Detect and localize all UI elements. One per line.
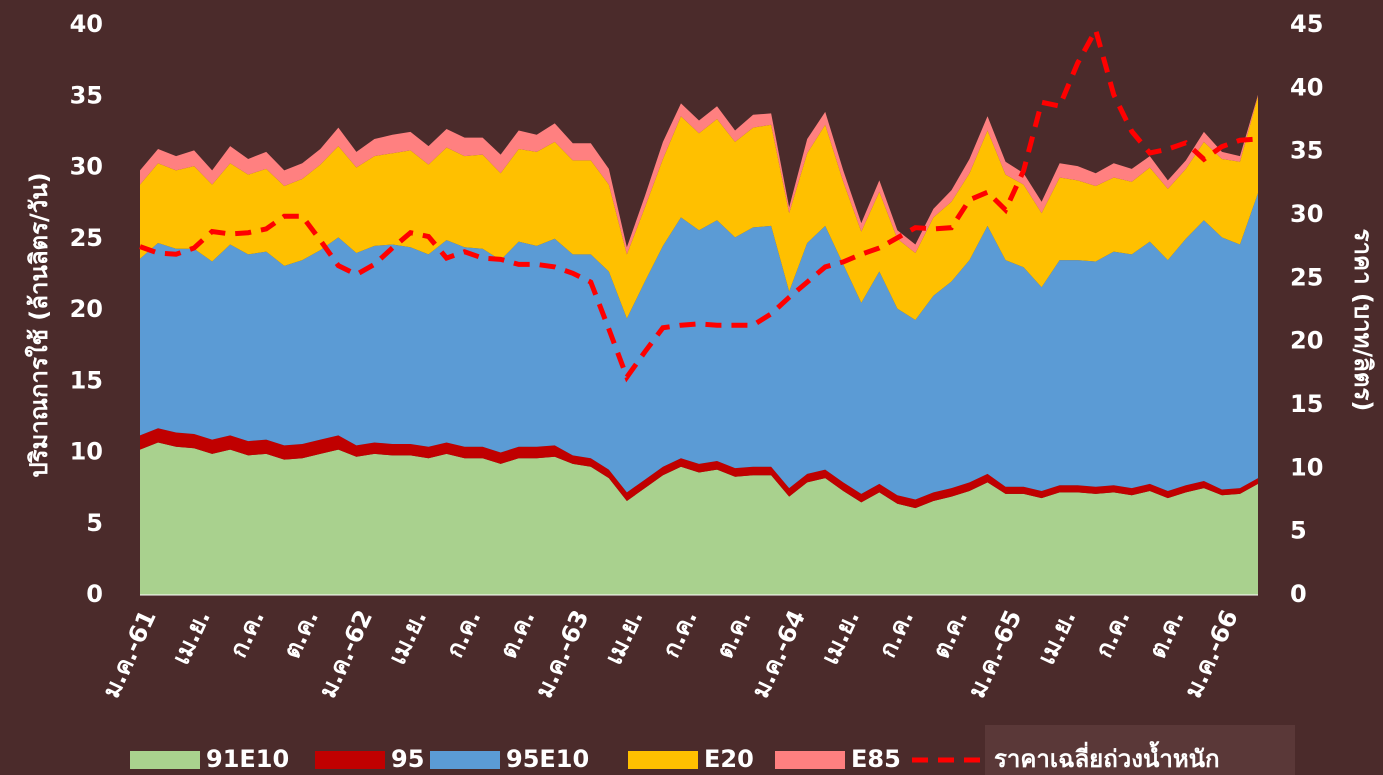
legend-swatch: [130, 751, 200, 769]
y2-tick-label: 30: [1290, 200, 1323, 228]
x-tick-label: ต.ค.: [494, 606, 540, 663]
y2-tick-label: 35: [1290, 137, 1323, 165]
x-tick-label: ก.ค.: [657, 606, 703, 662]
area-series: [140, 428, 1258, 509]
y-tick-label: 5: [86, 509, 103, 537]
price-line: [139, 23, 1259, 383]
legend-swatch: [775, 751, 845, 769]
y-tick-label: 35: [70, 81, 103, 109]
y2-tick-label: 20: [1290, 327, 1323, 355]
x-tick-label: ม.ค.-63: [530, 606, 595, 703]
x-tick-label: ม.ค.-65: [962, 606, 1027, 703]
x-tick-label: ก.ค.: [873, 606, 919, 662]
legend-swatch: [315, 751, 385, 769]
x-tick-label: ต.ค.: [1143, 606, 1189, 663]
y-axis-title: ปริมาณการใช้ (ล้านลิตร/วัน): [24, 172, 53, 477]
y2-tick-label: 0: [1290, 580, 1307, 608]
x-tick-label: เม.ย.: [383, 606, 432, 669]
area-series: [140, 94, 1258, 255]
x-tick-label: ม.ค.-62: [313, 606, 378, 703]
y2-tick-label: 25: [1290, 263, 1323, 291]
x-tick-label: ก.ค.: [440, 606, 486, 662]
x-tick-label: ม.ค.-64: [746, 606, 811, 703]
area-series: [140, 442, 1258, 595]
y-tick-label: 30: [70, 153, 103, 181]
legend-label: 91E10: [206, 745, 289, 773]
y-tick-label: 0: [86, 580, 103, 608]
x-tick-label: ต.ค.: [710, 606, 756, 663]
y-tick-label: 20: [70, 295, 103, 323]
y-tick-label: 25: [70, 224, 103, 252]
x-tick-label: ต.ค.: [278, 606, 324, 663]
x-tick-label: ม.ค.-61: [97, 606, 162, 703]
legend-label: ราคาเฉลี่ยถ่วงน้ำหนัก: [994, 740, 1220, 773]
x-tick-label: ก.ค.: [1090, 606, 1136, 662]
legend-swatch: [628, 751, 698, 769]
legend-label: 95E10: [506, 745, 589, 773]
x-tick-label: เม.ย.: [816, 606, 865, 669]
area-series: [140, 193, 1258, 500]
legend-label: 95: [391, 745, 424, 773]
x-tick-label: เม.ย.: [1032, 606, 1081, 669]
area-series: [140, 96, 1258, 320]
x-tick-label: ก.ค.: [224, 606, 270, 662]
y2-axis-title: ราคา (บาท/ลิตร): [1349, 229, 1377, 412]
x-tick-label: เม.ย.: [599, 606, 648, 669]
x-tick-label: เม.ย.: [167, 606, 216, 669]
x-tick-label: ม.ค.-66: [1179, 606, 1244, 703]
legend-highlight: [985, 725, 1295, 775]
y2-tick-label: 10: [1290, 453, 1323, 481]
y2-tick-label: 5: [1290, 517, 1307, 545]
legend-label: E20: [704, 745, 754, 773]
y-tick-label: 10: [70, 438, 103, 466]
y2-tick-label: 40: [1290, 73, 1323, 101]
y-tick-label: 40: [70, 10, 103, 38]
x-tick-label: ต.ค.: [927, 606, 973, 663]
y2-tick-label: 15: [1290, 390, 1323, 418]
y2-tick-label: 45: [1290, 10, 1323, 38]
y-tick-label: 15: [70, 366, 103, 394]
legend-swatch: [430, 751, 500, 769]
legend-label: E85: [851, 745, 901, 773]
